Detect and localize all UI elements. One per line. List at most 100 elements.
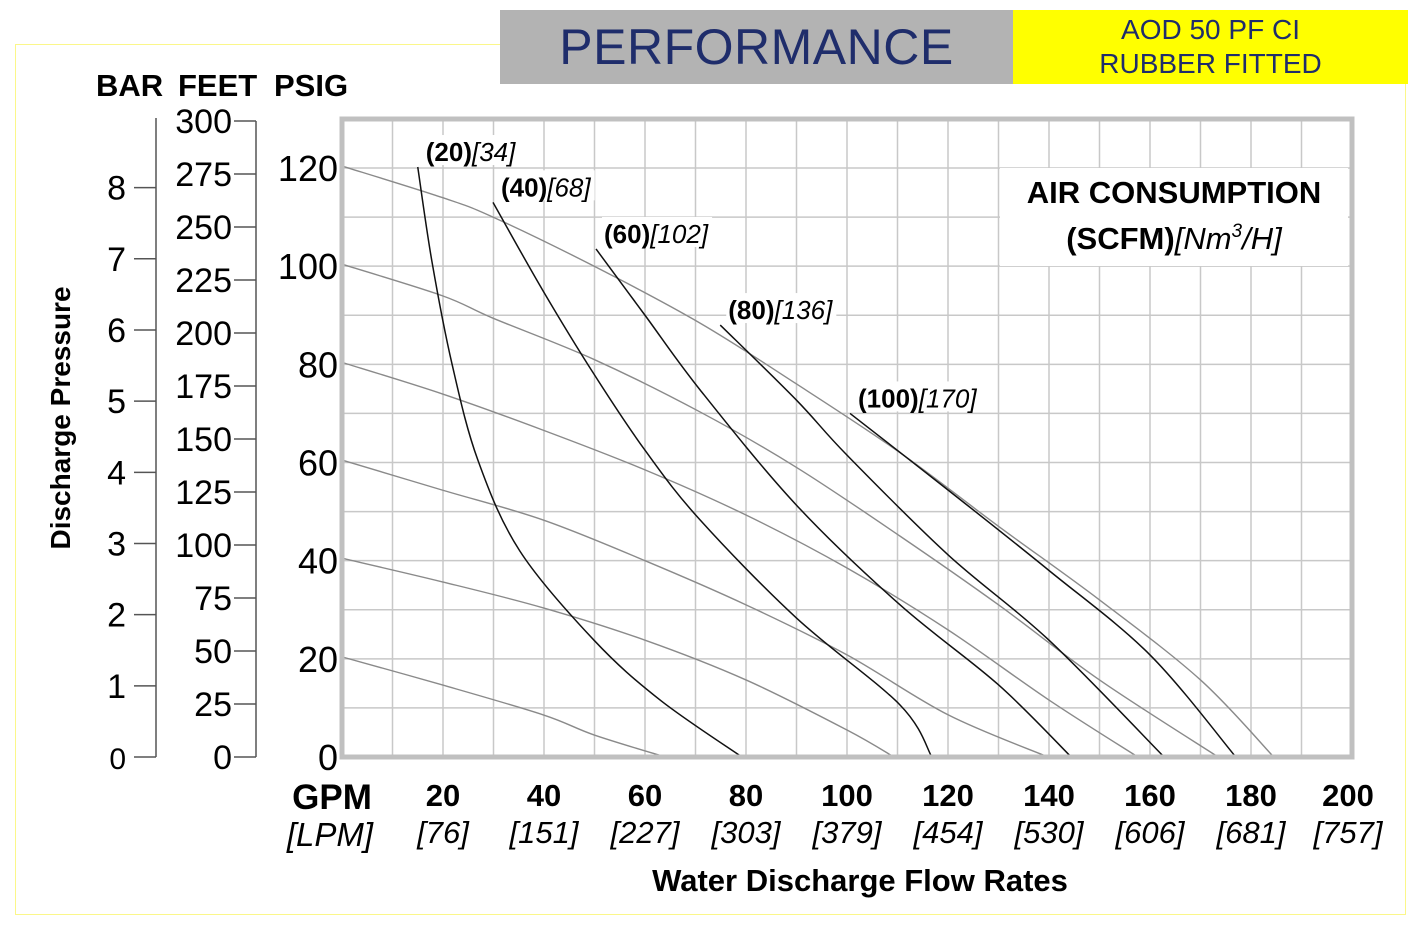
air-consumption-curve [595, 248, 1072, 758]
bar-tick-label: 4 [107, 454, 126, 492]
legend-background [1000, 168, 1348, 266]
air-consumption-label: (100)[170] [858, 383, 977, 413]
psig-axis: 0 20 40 60 80 100 120 [278, 148, 338, 778]
air-label-background [602, 216, 713, 247]
bar-tick-label: 8 [107, 170, 126, 208]
x-tick-label-lpm: [76] [416, 815, 470, 850]
feet-tick-label: 125 [175, 474, 232, 512]
bar-axis-header: BAR [96, 68, 163, 103]
air-label-nm3h: [102] [649, 219, 709, 249]
model-line-1: AOD 50 PF CI [1121, 14, 1300, 45]
x-tick-label-gpm: 140 [1023, 778, 1075, 813]
bar-axis: 0 1 2 3 4 5 6 7 8 [107, 118, 157, 776]
model-line-2: RUBBER FITTED [1099, 48, 1322, 79]
bar-tick-label: 0 [109, 743, 126, 776]
psig-tick-label: 0 [318, 737, 338, 778]
air-consumption-curves [417, 166, 1237, 758]
x-axis-title: Water Discharge Flow Rates [652, 863, 1068, 898]
page-title: PERFORMANCE [559, 19, 954, 75]
air-label-scfm: (20) [426, 137, 472, 167]
air-label-scfm: (40) [501, 172, 547, 202]
legend-superscript: 3 [1232, 221, 1243, 242]
psig-axis-header: PSIG [274, 68, 348, 103]
air-consumption-curve [417, 166, 743, 758]
pressure-curve [341, 557, 895, 758]
air-consumption-label: (40)[68] [501, 172, 591, 202]
pressure-curve [341, 165, 1275, 758]
feet-axis-header: FEET [178, 68, 257, 103]
air-label-nm3h: [34] [471, 137, 516, 167]
air-label-scfm: (80) [728, 295, 774, 325]
psig-tick-label: 120 [278, 148, 338, 189]
legend-scfm-unit: (SCFM) [1066, 221, 1174, 256]
legend-title-line-2: (SCFM)[Nm3/H] [1066, 221, 1283, 256]
x-tick-label-gpm: 60 [628, 778, 662, 813]
model-banner: AOD 50 PF CI RUBBER FITTED [1013, 10, 1408, 84]
x-tick-label-gpm: 20 [426, 778, 460, 813]
x-tick-label-lpm: [606] [1115, 815, 1186, 850]
psig-tick-label: 80 [298, 344, 338, 385]
x-tick-label-lpm: [454] [913, 815, 984, 850]
x-unit-gpm: GPM [292, 778, 372, 817]
feet-axis: 0 25 50 75 100 125 150 175 200 225 250 275 300 [175, 103, 257, 777]
legend-title-line-1: AIR CONSUMPTION [1027, 175, 1322, 210]
feet-tick-label: 25 [194, 686, 232, 724]
feet-tick-label: 300 [175, 103, 232, 141]
x-tick-label-lpm: [379] [812, 815, 883, 850]
feet-tick-label: 0 [213, 739, 232, 777]
pressure-curve [341, 361, 1139, 758]
feet-tick-label: 250 [175, 209, 232, 247]
x-tick-label-lpm: [681] [1216, 815, 1287, 850]
feet-tick-label: 200 [175, 315, 232, 353]
pressure-curve [341, 459, 1049, 758]
psig-tick-label: 60 [298, 443, 338, 484]
air-label-scfm: (100) [858, 383, 919, 413]
air-consumption-curve [719, 324, 1165, 758]
bar-tick-label: 2 [107, 597, 126, 635]
bar-tick-label: 7 [107, 241, 126, 279]
air-label-background [498, 170, 595, 201]
x-unit-lpm: [LPM] [286, 816, 374, 853]
air-consumption-label: (20)[34] [426, 137, 516, 167]
x-tick-label-lpm: [757] [1313, 815, 1384, 850]
air-label-scfm: (60) [604, 219, 650, 249]
feet-tick-label: 275 [175, 156, 232, 194]
air-label-nm3h: [136] [773, 295, 833, 325]
air-label-background [726, 293, 837, 324]
legend-nm3h-unit: [Nm [1174, 221, 1232, 256]
air-consumption-label: (60)[102] [604, 219, 709, 249]
legend-nm3h-tail: /H] [1240, 221, 1283, 256]
x-axis: 20[76] 40[151] 60[227] 80[303] 100[379] 120[4… [416, 778, 1384, 850]
air-label-nm3h: [68] [546, 172, 591, 202]
pressure-curve [341, 263, 1219, 758]
x-tick-label-gpm: 180 [1225, 778, 1277, 813]
bar-tick-label: 6 [107, 312, 126, 350]
pressure-curve [341, 656, 666, 758]
feet-tick-label: 50 [194, 633, 232, 671]
plot-border [339, 116, 1355, 760]
feet-tick-label: 75 [194, 580, 232, 618]
x-tick-label-gpm: 100 [821, 778, 873, 813]
bar-tick-label: 1 [107, 668, 126, 706]
x-tick-label-gpm: 200 [1322, 778, 1374, 813]
x-tick-label-lpm: [227] [610, 815, 681, 850]
air-consumption-label: (80)[136] [728, 295, 833, 325]
feet-tick-label: 100 [175, 527, 232, 565]
feet-tick-label: 150 [175, 421, 232, 459]
bar-tick-label: 3 [107, 525, 126, 563]
air-label-background [856, 381, 981, 412]
feet-tick-label: 225 [175, 262, 232, 300]
grid [342, 119, 1352, 757]
psig-tick-label: 40 [298, 541, 338, 582]
x-tick-label-gpm: 160 [1124, 778, 1176, 813]
y-axis-title: Discharge Pressure [45, 286, 76, 549]
bar-tick-label: 5 [107, 383, 126, 421]
x-tick-label-gpm: 40 [527, 778, 561, 813]
air-label-background [423, 135, 520, 166]
x-tick-label-gpm: 80 [729, 778, 763, 813]
x-tick-label-gpm: 120 [922, 778, 974, 813]
air-consumption-curve [849, 412, 1237, 758]
psig-tick-label: 100 [278, 246, 338, 287]
x-tick-label-lpm: [151] [509, 815, 580, 850]
